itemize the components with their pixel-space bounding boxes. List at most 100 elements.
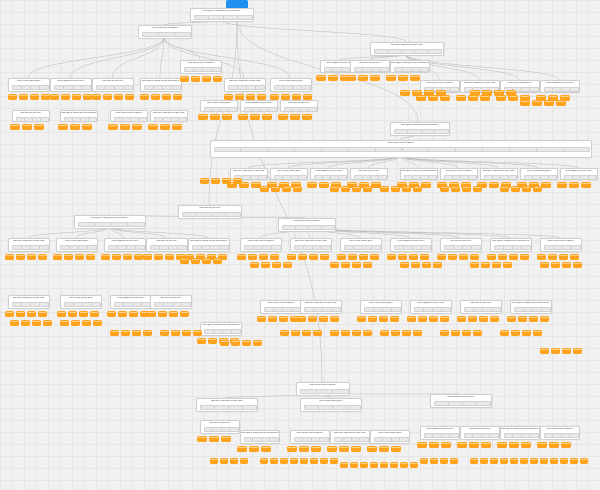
result-leaf[interactable] <box>327 446 337 452</box>
result-leaf[interactable] <box>522 186 531 192</box>
result-leaf[interactable] <box>520 458 528 464</box>
result-leaf[interactable] <box>533 330 542 336</box>
result-leaf[interactable] <box>410 462 418 468</box>
answer-option[interactable] <box>213 405 229 410</box>
result-leaf[interactable] <box>341 330 350 336</box>
result-leaf[interactable] <box>262 114 272 120</box>
result-leaf[interactable] <box>379 446 389 452</box>
result-leaf[interactable] <box>251 182 261 188</box>
result-leaf[interactable] <box>562 262 571 268</box>
result-leaf[interactable] <box>132 330 141 336</box>
result-leaf[interactable] <box>500 186 509 192</box>
result-leaf[interactable] <box>160 124 170 130</box>
decision-node[interactable]: What do you want to improve? <box>210 140 592 158</box>
result-leaf[interactable] <box>380 186 389 192</box>
answer-option[interactable] <box>507 175 517 180</box>
result-leaf[interactable] <box>176 254 185 260</box>
result-leaf[interactable] <box>402 186 411 192</box>
decision-node[interactable]: What is your primary goal? <box>270 78 312 92</box>
result-leaf[interactable] <box>242 340 251 346</box>
result-leaf[interactable] <box>293 186 302 192</box>
decision-node[interactable]: How much experience do you have? <box>330 430 370 444</box>
result-leaf[interactable] <box>440 316 449 322</box>
decision-node[interactable]: What is your primary goal? <box>300 398 362 412</box>
answer-option[interactable] <box>433 401 449 406</box>
result-leaf[interactable] <box>193 330 202 336</box>
answer-option[interactable] <box>489 87 499 92</box>
decision-node[interactable]: What equipment do you have? <box>430 394 492 408</box>
answer-option[interactable] <box>569 433 579 438</box>
decision-node[interactable]: How much experience do you have? <box>196 398 258 412</box>
result-leaf[interactable] <box>411 262 420 268</box>
result-leaf[interactable] <box>540 348 549 354</box>
decision-node[interactable]: What is your primary goal? <box>60 295 102 309</box>
result-leaf[interactable] <box>260 186 269 192</box>
result-leaf[interactable] <box>16 311 25 317</box>
result-leaf[interactable] <box>222 114 232 120</box>
result-leaf[interactable] <box>391 330 400 336</box>
result-leaf[interactable] <box>162 94 171 100</box>
result-leaf[interactable] <box>208 338 217 344</box>
result-leaf[interactable] <box>287 446 297 452</box>
decision-node[interactable]: What equipment do you have? <box>420 426 460 440</box>
answer-option[interactable] <box>254 85 265 90</box>
answer-option[interactable] <box>299 389 317 394</box>
result-leaf[interactable] <box>468 95 478 101</box>
result-leaf[interactable] <box>209 436 219 442</box>
answer-option[interactable] <box>345 405 361 410</box>
answer-option[interactable] <box>157 32 175 37</box>
decision-node[interactable]: How often do you train? <box>146 238 188 252</box>
result-leaf[interactable] <box>70 124 80 130</box>
result-leaf[interactable] <box>352 186 361 192</box>
answer-option[interactable] <box>237 15 253 20</box>
result-leaf[interactable] <box>520 95 530 101</box>
result-leaf[interactable] <box>370 75 380 81</box>
result-leaf[interactable] <box>400 262 409 268</box>
result-leaf[interactable] <box>416 95 426 101</box>
result-leaf[interactable] <box>359 182 369 188</box>
result-leaf[interactable] <box>60 320 69 326</box>
result-leaf[interactable] <box>302 114 312 120</box>
answer-option[interactable] <box>218 245 229 250</box>
decision-node[interactable]: How often do you train? <box>460 300 502 314</box>
answer-option[interactable] <box>400 49 416 54</box>
result-leaf[interactable] <box>386 75 396 81</box>
result-leaf[interactable] <box>580 458 588 464</box>
decision-node[interactable]: What type of training are you interested… <box>140 78 182 92</box>
result-leaf[interactable] <box>540 458 548 464</box>
result-leaf[interactable] <box>503 262 512 268</box>
result-leaf[interactable] <box>421 182 431 188</box>
result-leaf[interactable] <box>197 338 206 344</box>
result-leaf[interactable] <box>410 75 420 81</box>
result-leaf[interactable] <box>210 458 218 464</box>
result-leaf[interactable] <box>328 75 338 81</box>
result-leaf[interactable] <box>10 124 20 130</box>
decision-node[interactable]: What do you want to improve? <box>540 238 582 252</box>
result-leaf[interactable] <box>340 75 350 81</box>
result-leaf[interactable] <box>213 76 222 82</box>
result-leaf[interactable] <box>561 442 571 448</box>
result-leaf[interactable] <box>61 94 70 100</box>
answer-option[interactable] <box>377 175 387 180</box>
result-leaf[interactable] <box>424 90 434 96</box>
answer-option[interactable] <box>347 147 376 152</box>
result-leaf[interactable] <box>291 182 301 188</box>
start-node[interactable] <box>226 0 248 9</box>
result-leaf[interactable] <box>200 178 209 184</box>
result-leaf[interactable] <box>202 76 211 82</box>
answer-option[interactable] <box>303 405 319 410</box>
result-leaf[interactable] <box>548 95 558 101</box>
result-leaf[interactable] <box>413 186 422 192</box>
result-leaf[interactable] <box>75 254 84 260</box>
decision-node[interactable]: What do you want to improve? <box>138 25 192 39</box>
result-leaf[interactable] <box>290 114 300 120</box>
result-leaf[interactable] <box>352 330 361 336</box>
result-leaf[interactable] <box>27 254 36 260</box>
answer-option[interactable] <box>315 389 333 394</box>
result-leaf[interactable] <box>457 442 467 448</box>
answer-option[interactable] <box>535 147 564 152</box>
result-leaf[interactable] <box>544 100 554 106</box>
result-leaf[interactable] <box>310 458 318 464</box>
result-leaf[interactable] <box>297 316 306 322</box>
result-leaf[interactable] <box>249 446 259 452</box>
